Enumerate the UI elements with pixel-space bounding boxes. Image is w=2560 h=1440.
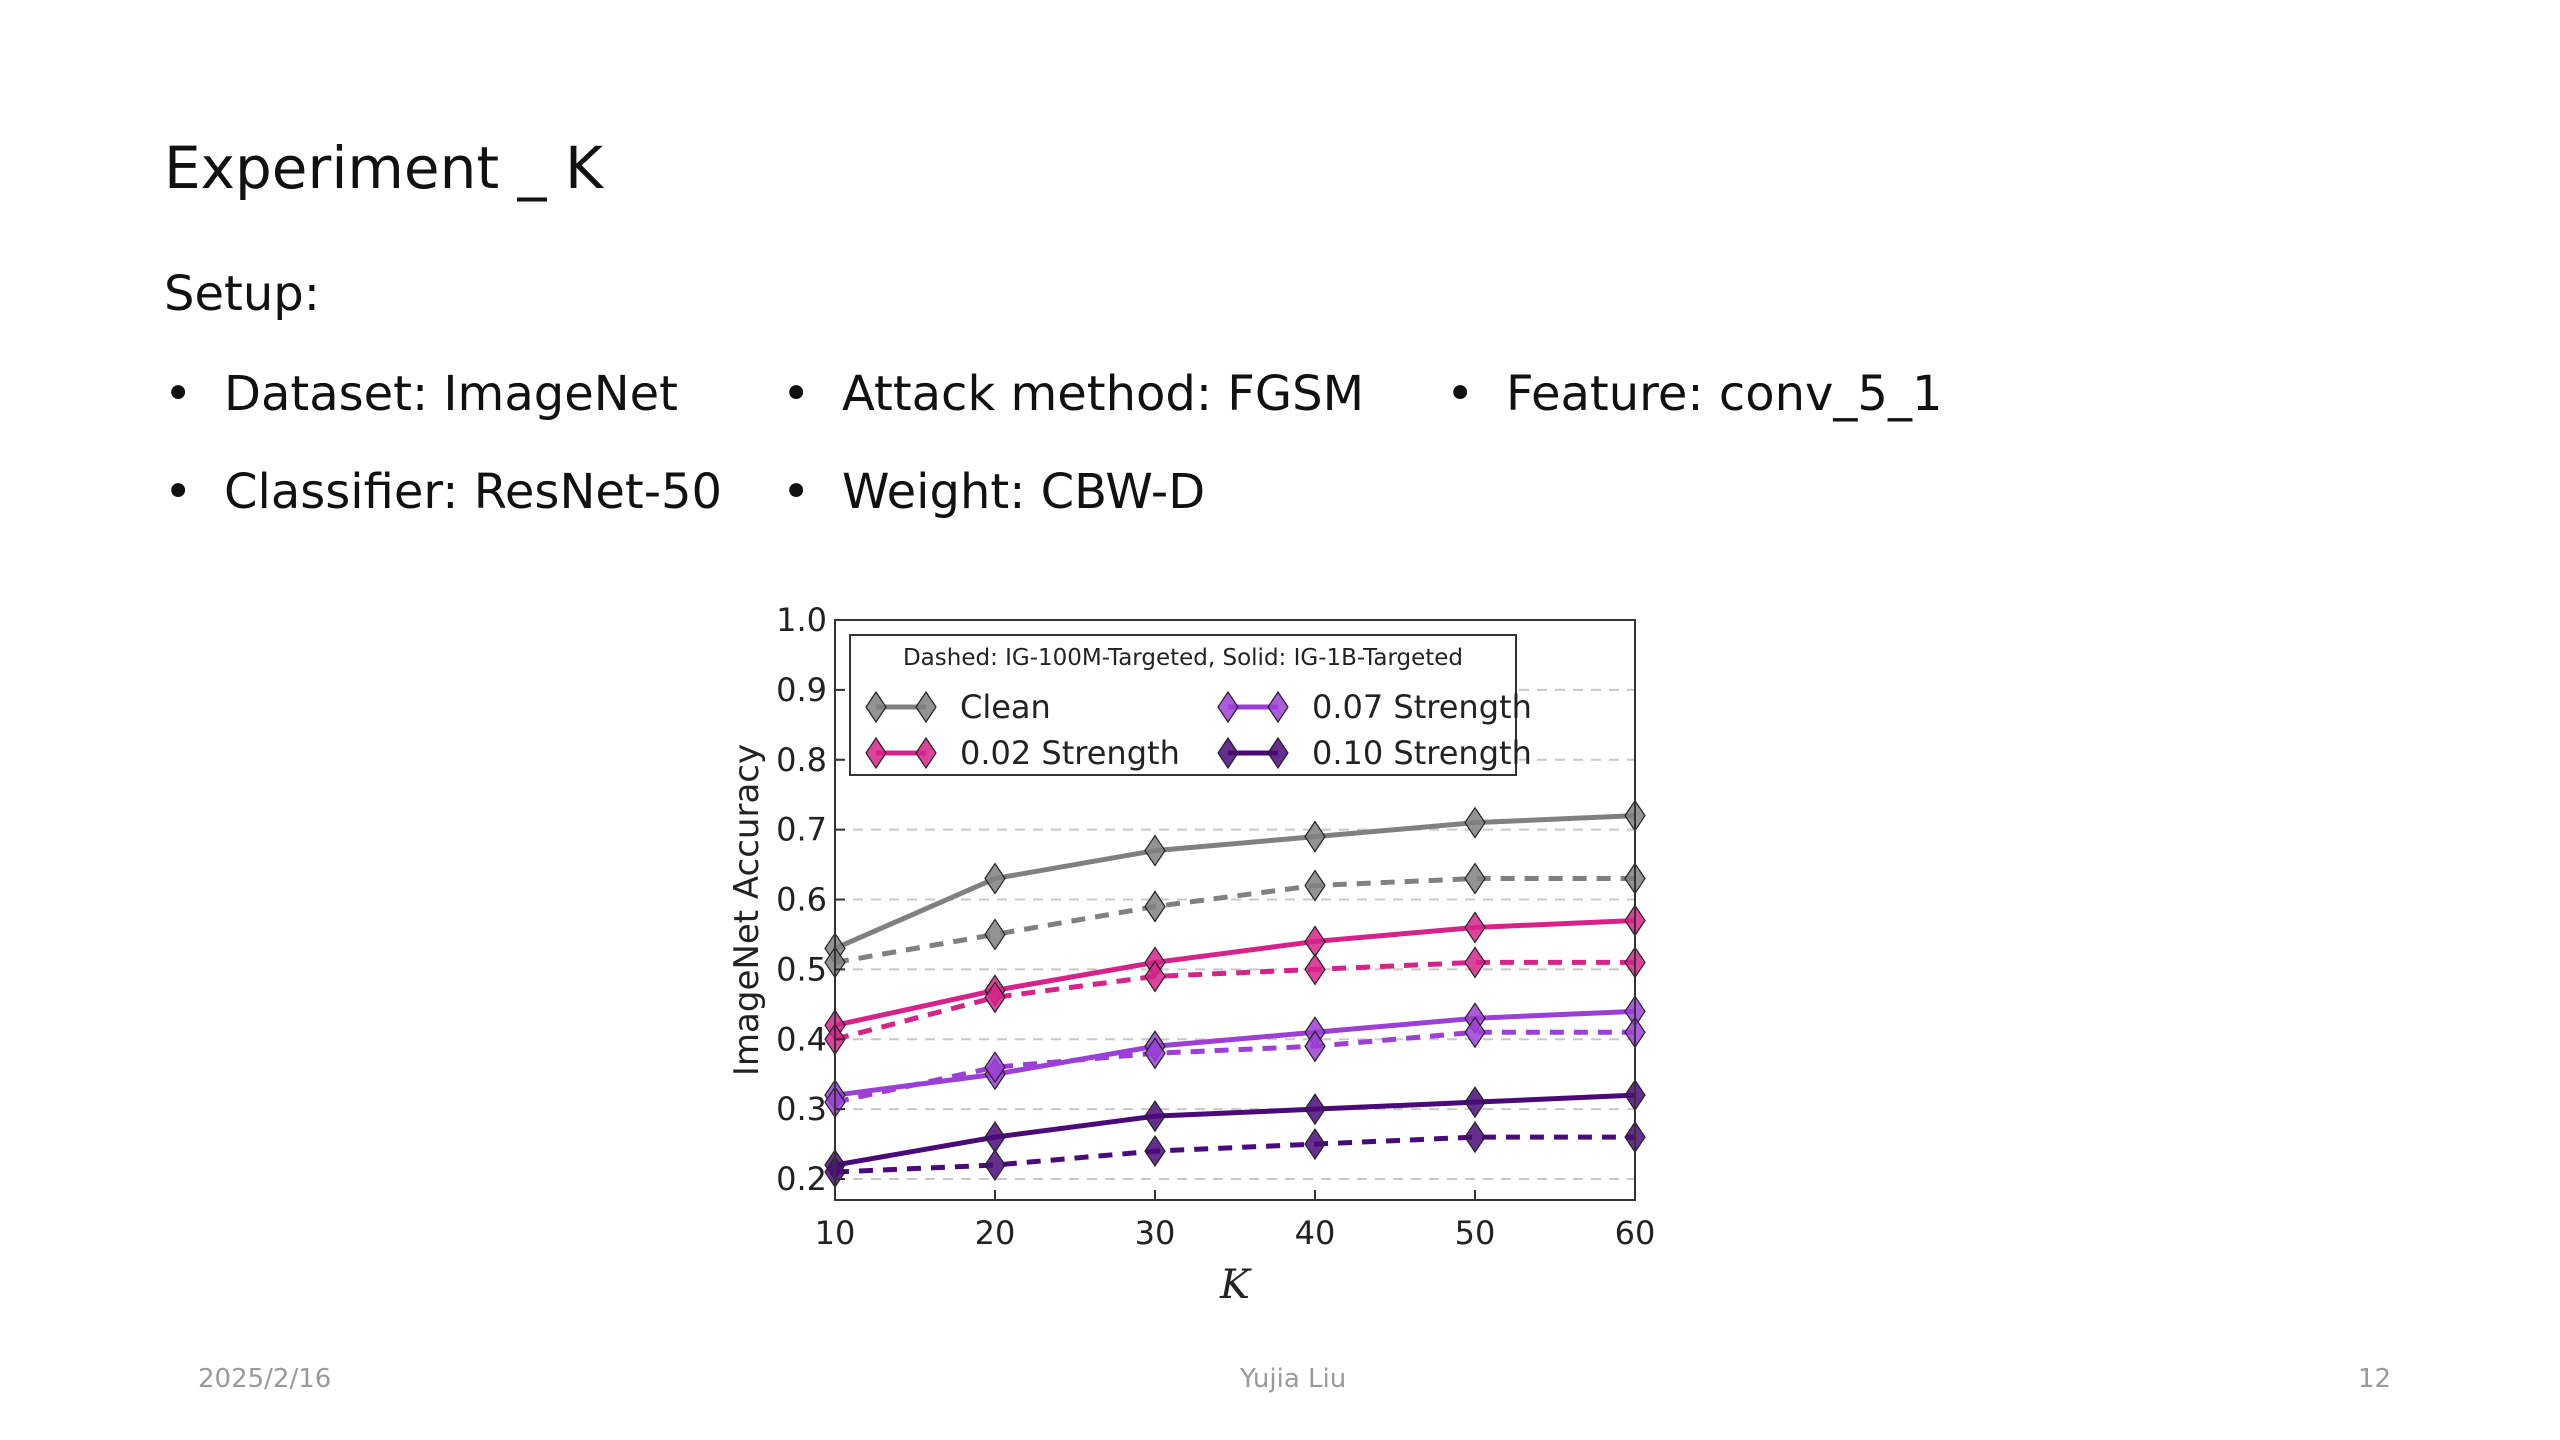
- y-tick-label: 0.3: [776, 1090, 827, 1128]
- x-tick-label: 20: [975, 1214, 1016, 1252]
- legend-marker: [1267, 736, 1289, 770]
- series-line: [834, 959, 1635, 1042]
- data-point: [1144, 890, 1166, 923]
- data-point: [1304, 820, 1326, 853]
- legend-title: Dashed: IG-100M-Targeted, Solid: IG-1B-T…: [903, 645, 1463, 671]
- y-tick-label: 1.0: [776, 601, 827, 639]
- data-point: [1464, 1086, 1486, 1119]
- bullet-text: Feature: conv_5_1: [1506, 366, 1943, 422]
- series-line: [834, 1134, 1635, 1175]
- legend-label: 0.10 Strength: [1312, 734, 1532, 772]
- legend-marker: [915, 736, 937, 770]
- data-point: [1304, 1093, 1326, 1126]
- series-line: [833, 813, 1636, 951]
- legend-label: Clean: [960, 688, 1051, 726]
- data-point: [984, 1051, 1006, 1084]
- axes-frame: [834, 619, 1636, 1201]
- series-line: [834, 1092, 1636, 1168]
- legend-marker: [865, 690, 887, 724]
- x-axis-label: K: [1219, 1262, 1252, 1308]
- data-point: [1144, 834, 1166, 867]
- footer-date: 2025/2/16: [198, 1364, 332, 1394]
- data-point: [984, 918, 1006, 951]
- series-line: [834, 917, 1636, 1028]
- data-point: [1304, 1030, 1326, 1063]
- data-point: [1464, 806, 1486, 839]
- bullet-text: Classifier: ResNet-50: [224, 464, 723, 520]
- data-point: [1464, 1016, 1486, 1049]
- data-point: [984, 862, 1006, 895]
- data-point: [1304, 1128, 1326, 1161]
- data-point: [1144, 1037, 1166, 1070]
- x-tick-label: 10: [815, 1214, 856, 1252]
- series-line: [834, 1008, 1636, 1098]
- y-tick-label: 0.5: [776, 950, 827, 988]
- y-tick-label: 0.6: [776, 881, 827, 919]
- bullet-dot: •: [164, 464, 193, 520]
- data-point: [984, 1148, 1006, 1182]
- legend-marker: [865, 736, 887, 770]
- data-point: [1464, 946, 1486, 979]
- bullet-dot: •: [782, 366, 811, 422]
- bullet-dot: •: [164, 366, 193, 422]
- data-point: [984, 981, 1006, 1014]
- legend-marker: [1267, 690, 1289, 724]
- legend-label: 0.02 Strength: [960, 734, 1180, 772]
- bullet-text: Weight: CBW-D: [842, 464, 1206, 520]
- bullet-dot: •: [782, 464, 811, 520]
- data-point: [1464, 911, 1486, 944]
- y-tick-label: 0.9: [776, 671, 827, 709]
- series-line: [834, 876, 1635, 965]
- setup-label: Setup:: [164, 266, 320, 322]
- y-tick-label: 0.7: [776, 811, 827, 849]
- y-tick-label: 0.4: [776, 1020, 827, 1058]
- footer-page-number: 12: [2358, 1364, 2392, 1394]
- accuracy-vs-k-chart: 0.2 0.3 0.4 0.5 0.6 0.7 0.8 0.9 1.0 10 20 30 40 50 60 I…: [727, 601, 1656, 1308]
- x-tick-label: 40: [1295, 1214, 1336, 1252]
- legend-marker: [915, 690, 937, 724]
- data-point: [1304, 953, 1326, 986]
- y-tick-label: 0.8: [776, 741, 827, 779]
- footer-author: Yujia Liu: [1240, 1364, 1347, 1394]
- x-tick-label: 30: [1135, 1214, 1176, 1252]
- data-point: [1144, 1100, 1166, 1133]
- y-tick-label: 0.2: [776, 1160, 827, 1198]
- legend-box: [849, 634, 1517, 776]
- legend-label: 0.07 Strength: [1312, 688, 1532, 726]
- bullet-text: Dataset: ImageNet: [224, 366, 678, 422]
- x-tick-label: 60: [1615, 1214, 1656, 1252]
- bullet-text: Attack method: FGSM: [842, 366, 1364, 422]
- legend-marker: [1217, 736, 1239, 770]
- data-point: [1464, 862, 1486, 895]
- y-axis-label: ImageNet Accuracy: [727, 744, 767, 1076]
- legend-marker: [1217, 690, 1239, 724]
- data-point: [1304, 869, 1326, 902]
- bullet-dot: •: [1446, 366, 1475, 422]
- x-tick-label: 50: [1455, 1214, 1496, 1252]
- data-point: [1464, 1121, 1486, 1154]
- data-point: [1144, 960, 1166, 993]
- slide-title: Experiment _ K: [164, 134, 604, 202]
- data-point: [1144, 1135, 1166, 1168]
